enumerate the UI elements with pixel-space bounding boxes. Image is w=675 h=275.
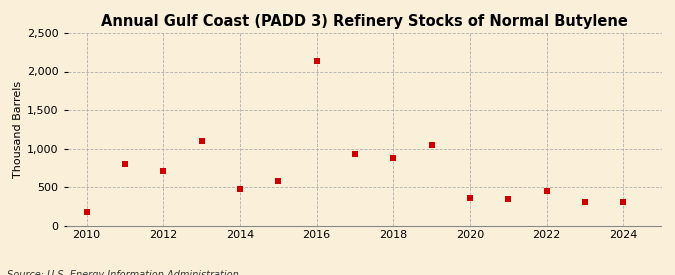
Point [311,59,322,64]
Point [426,143,437,148]
Point [464,196,475,200]
Point [273,179,284,183]
Text: Source: U.S. Energy Information Administration: Source: U.S. Energy Information Administ… [7,271,238,275]
Point [541,189,552,193]
Title: Annual Gulf Coast (PADD 3) Refinery Stocks of Normal Butylene: Annual Gulf Coast (PADD 3) Refinery Stoc… [101,14,628,29]
Point [618,200,628,204]
Point [234,186,245,191]
Point [350,152,360,156]
Point [158,169,169,173]
Point [196,139,207,143]
Point [579,200,590,204]
Point [503,196,514,201]
Point [119,162,130,166]
Y-axis label: Thousand Barrels: Thousand Barrels [13,81,23,178]
Point [81,210,92,214]
Point [388,156,399,160]
